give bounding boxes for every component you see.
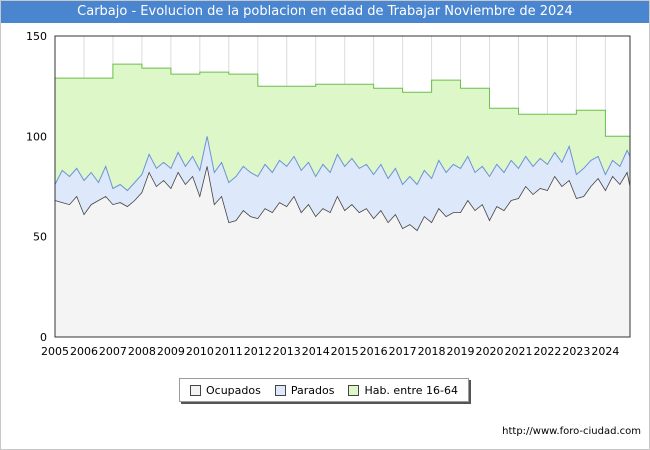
x-tick-label: 2011 xyxy=(215,345,243,358)
x-tick-label: 2016 xyxy=(360,345,388,358)
x-tick-label: 2024 xyxy=(591,345,619,358)
x-tick-label: 2022 xyxy=(533,345,561,358)
legend-label-hab: Hab. entre 16-64 xyxy=(364,383,458,397)
y-tick-label: 0 xyxy=(40,331,47,344)
legend-swatch-parados xyxy=(274,384,286,396)
line-ocupados xyxy=(54,166,631,232)
legend-item-hab: Hab. entre 16-64 xyxy=(348,384,458,397)
legend: Ocupados Parados Hab. entre 16-64 xyxy=(179,378,469,402)
plot-border xyxy=(54,35,631,338)
x-tick-label: 2007 xyxy=(99,345,127,358)
x-tick-label: 2008 xyxy=(128,345,156,358)
x-tick-label: 2023 xyxy=(562,345,590,358)
x-tick-label: 2017 xyxy=(389,345,417,358)
x-tick-label: 2014 xyxy=(302,345,330,358)
x-tick-label: 2010 xyxy=(186,345,214,358)
x-tick-label: 2005 xyxy=(41,345,69,358)
x-tick-label: 2020 xyxy=(476,345,504,358)
x-tick-label: 2018 xyxy=(418,345,446,358)
x-tick-label: 2021 xyxy=(504,345,532,358)
x-tick-label: 2015 xyxy=(331,345,359,358)
legend-swatch-ocupados xyxy=(189,384,201,396)
legend-label-ocupados: Ocupados xyxy=(205,383,261,397)
source-link[interactable]: http://www.foro-ciudad.com xyxy=(502,426,641,437)
legend-item-parados: Parados xyxy=(274,383,335,397)
legend-swatch-hab xyxy=(348,384,360,396)
x-tick-label: 2012 xyxy=(244,345,272,358)
legend-item-ocupados: Ocupados xyxy=(189,383,261,397)
x-tick-label: 2006 xyxy=(70,345,98,358)
area-ocupados xyxy=(55,166,630,337)
line-hab-entre-16-64 xyxy=(55,63,630,137)
line-parados xyxy=(54,136,631,192)
x-tick-label: 2009 xyxy=(157,345,185,358)
y-tick-label: 50 xyxy=(33,231,47,244)
y-tick-label: 150 xyxy=(26,30,47,43)
legend-label-parados: Parados xyxy=(290,383,335,397)
x-tick-label: 2019 xyxy=(447,345,475,358)
area-layer xyxy=(54,63,631,337)
x-tick-label: 2013 xyxy=(273,345,301,358)
y-tick-label: 100 xyxy=(26,130,47,143)
chart-title: Carbajo - Evolucion de la poblacion en e… xyxy=(1,1,649,23)
